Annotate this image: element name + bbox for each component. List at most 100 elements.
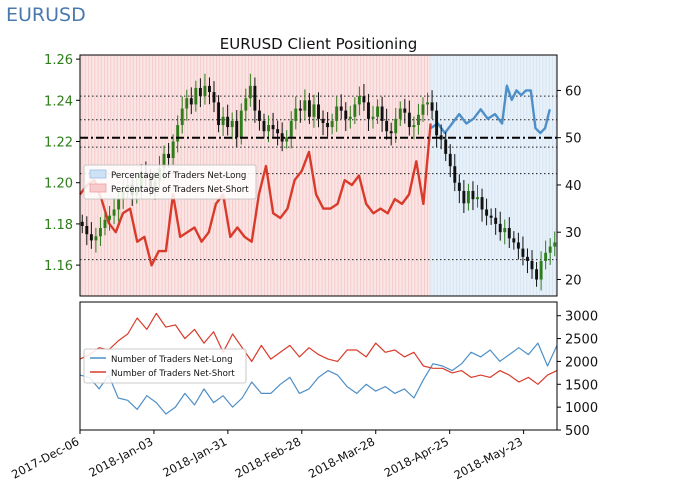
top-panel-legend: Percentage of Traders Net-Long Percentage… <box>83 164 257 200</box>
candle-body <box>185 98 189 109</box>
candle-body <box>321 118 325 123</box>
candle-body <box>257 110 261 121</box>
candle-body <box>230 120 234 128</box>
candle-body <box>398 108 402 119</box>
candle-body <box>362 96 366 103</box>
candle-body <box>480 197 484 210</box>
candle-body <box>285 137 289 142</box>
candle-body <box>262 120 266 132</box>
candle-body <box>98 228 102 237</box>
candle-body <box>303 100 307 111</box>
top-panel-series <box>79 84 551 267</box>
legend-label: Number of Traders Net-Short <box>111 369 235 379</box>
candle-body <box>403 108 407 113</box>
candle-body <box>253 85 257 111</box>
candle-body <box>466 190 470 204</box>
candle-body <box>539 260 543 280</box>
candle-body <box>267 125 270 132</box>
count-tick-label: 3000 <box>565 310 598 325</box>
candle-body <box>507 228 511 239</box>
candle-body <box>307 100 311 117</box>
pct-tick-label: 50 <box>565 132 582 147</box>
count-tick-label: 2000 <box>565 355 598 370</box>
series-line <box>79 342 558 415</box>
candle-body <box>103 219 107 229</box>
candle-body <box>271 125 275 130</box>
candle-body <box>453 166 457 183</box>
pct-tick-label: 40 <box>565 179 582 194</box>
date-tick-label: 2018-Jan-03 <box>86 434 155 479</box>
candle-body <box>326 122 330 128</box>
price-tick-label: 1.16 <box>44 259 73 274</box>
candle-body <box>94 236 98 241</box>
candle-body <box>471 190 475 200</box>
bottom-panel-frame <box>79 301 558 431</box>
candle-body <box>244 98 248 111</box>
top-panel-axes: 1.16 1.18 1.20 1.22 1.24 1.26 20 30 40 50 60 <box>44 53 582 288</box>
candle-body <box>294 108 298 121</box>
candle-body <box>162 153 166 169</box>
date-tick-label: 2018-Feb-28 <box>233 434 304 480</box>
series-line <box>79 123 432 267</box>
price-tick-label: 1.26 <box>44 53 73 68</box>
bottom-panel-series <box>79 312 558 415</box>
candle-body <box>208 85 211 93</box>
candle-body <box>212 92 216 103</box>
candle-body <box>503 228 507 233</box>
candle-body <box>357 96 361 105</box>
candle-body <box>421 104 425 115</box>
chart-title: EURUSD Client Positioning <box>220 35 418 53</box>
candle-body <box>112 209 116 216</box>
pct-tick-label: 30 <box>565 226 582 241</box>
candle-body <box>176 125 180 142</box>
candle-body <box>335 106 339 121</box>
candle-body <box>526 256 529 261</box>
page-title: EURUSD <box>6 4 86 26</box>
candle-body <box>389 131 393 134</box>
count-tick-label: 500 <box>565 424 590 439</box>
legend-box <box>83 164 257 200</box>
count-tick-label: 2500 <box>565 333 598 348</box>
legend-label: Percentage of Traders Net-Short <box>111 185 249 195</box>
candle-body <box>348 116 352 119</box>
bottom-panel-legend: Number of Traders Net-Long Number of Trad… <box>83 348 247 384</box>
candle-body <box>426 102 429 105</box>
candle-body <box>189 98 193 105</box>
date-tick-label: 2018-May-23 <box>452 434 525 480</box>
legend-swatch <box>89 169 107 179</box>
candle-body <box>430 102 434 111</box>
candle-body <box>516 242 520 249</box>
count-tick-label: 1500 <box>565 378 598 393</box>
candle-body <box>344 110 348 119</box>
count-tick-label: 1000 <box>565 401 598 416</box>
pct-tick-label: 60 <box>565 84 582 99</box>
candle-body <box>407 112 411 128</box>
candle-body <box>248 85 252 99</box>
candle-body <box>339 106 343 111</box>
candle-body <box>544 252 548 261</box>
candle-body <box>553 242 557 247</box>
candle-body <box>198 87 202 97</box>
candle-body <box>371 116 375 119</box>
bottom-panel-axes: 500 1000 1500 2000 2500 3000 <box>557 310 598 439</box>
date-axis: 2017-Dec-06 2018-Jan-03 2018-Jan-31 2018-Fe… <box>9 430 525 480</box>
legend-swatch <box>89 183 107 193</box>
candle-body <box>330 120 334 128</box>
candle-body <box>317 104 320 119</box>
legend-box <box>83 348 247 384</box>
pct-tick-label: 20 <box>565 273 582 288</box>
candle-body <box>203 85 207 97</box>
candle-body <box>180 108 184 126</box>
candle-body <box>376 106 380 117</box>
candle-body <box>494 217 498 224</box>
candle-body <box>85 225 89 235</box>
candle-body <box>276 129 280 134</box>
candle-body <box>521 248 525 257</box>
candle-body <box>439 135 443 140</box>
candle-body <box>298 108 302 111</box>
candle-body <box>512 238 516 243</box>
candle-body <box>108 215 111 220</box>
candle-body <box>353 104 357 117</box>
candle-body <box>394 118 398 134</box>
